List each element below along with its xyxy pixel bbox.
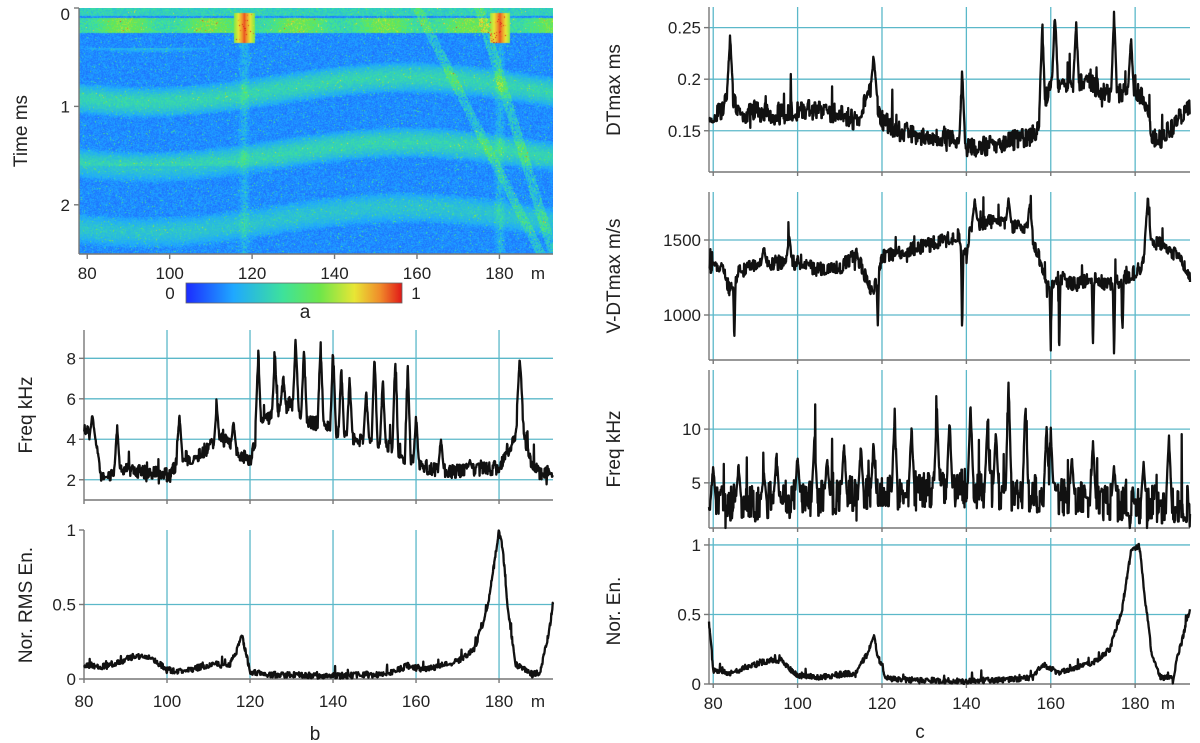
- y-tick-label: 6: [67, 390, 76, 409]
- y-tick-label: 2: [61, 196, 70, 215]
- y-tick-label: 5: [692, 474, 701, 493]
- x-tick-label: 140: [319, 692, 347, 711]
- x-tick-label: 80: [704, 694, 723, 713]
- colorbar: [185, 282, 403, 304]
- x-tick-label: 120: [236, 692, 264, 711]
- y-tick-label: 0: [692, 675, 701, 694]
- y-tick-label: 0.2: [677, 70, 701, 89]
- y-tick-label: 10: [682, 420, 701, 439]
- x-tick-label: 160: [403, 264, 431, 283]
- panel-c-dtmax: 0.15 0.2 0.25 DTmax ms: [604, 7, 1191, 176]
- y-tick-label: 4: [67, 430, 76, 449]
- series-line: [708, 194, 1192, 355]
- panel-label: c: [915, 722, 925, 743]
- y-tick-label: 0.5: [677, 605, 701, 624]
- x-tick-label: 100: [155, 264, 183, 283]
- x-tick-label: 120: [868, 694, 896, 713]
- x-tick-label: 140: [320, 264, 348, 283]
- panel-c-velocity: 1000 1500 V-DTmax m/s: [604, 192, 1192, 364]
- y-axis-label: DTmax ms: [604, 44, 625, 136]
- x-tick-label: 120: [238, 264, 266, 283]
- x-tick-label: 140: [952, 694, 980, 713]
- panel-b-freq: 2 4 6 8 Freq kHz: [16, 330, 554, 504]
- panel-label: b: [310, 724, 321, 743]
- series-line: [707, 542, 1192, 686]
- x-tick-label: 180: [485, 692, 513, 711]
- y-tick-label: 1: [692, 536, 701, 555]
- x-tick-label: 160: [402, 692, 430, 711]
- x-tick-label: 180: [1121, 694, 1149, 713]
- y-tick-label: 1: [67, 521, 76, 540]
- y-tick-label: 0.5: [52, 596, 76, 615]
- x-axis-unit: m: [531, 692, 545, 711]
- series-line: [707, 381, 1192, 530]
- y-tick-label: 2: [67, 471, 76, 490]
- heatmap-raster: [79, 8, 553, 254]
- x-tick-label: 100: [153, 692, 181, 711]
- x-tick-label: 80: [75, 692, 94, 711]
- y-axis-label: Nor. En.: [604, 577, 625, 646]
- y-axis-label: Freq kHz: [16, 376, 37, 453]
- y-axis-label: V-DTmax m/s: [604, 218, 625, 333]
- series-line: [83, 338, 554, 486]
- colorbar-max-label: 1: [411, 284, 420, 303]
- panel-c-freq: 5 10 Freq kHz: [604, 370, 1192, 532]
- y-tick-label: 1: [61, 97, 70, 116]
- y-tick-label: 1500: [663, 231, 701, 250]
- y-axis-label: Nor. RMS En.: [16, 547, 37, 663]
- colorbar-min-label: 0: [165, 284, 174, 303]
- y-axis-label: Time ms: [11, 95, 32, 167]
- panel-label: a: [300, 302, 311, 323]
- y-tick-label: 8: [67, 349, 76, 368]
- series-line: [83, 529, 555, 680]
- x-tick-label: 160: [1037, 694, 1065, 713]
- y-tick-label: 0: [61, 5, 70, 24]
- y-tick-label: 1000: [663, 306, 701, 325]
- x-axis-unit: m: [531, 264, 545, 283]
- y-tick-label: 0.15: [668, 122, 701, 141]
- panel-a: 0 1 2 80 100 120 140 160 180 m Time ms 0 1 a: [11, 5, 553, 323]
- y-axis-label: Freq kHz: [604, 410, 625, 487]
- x-tick-label: 180: [485, 264, 513, 283]
- x-axis-unit: m: [1161, 694, 1175, 713]
- x-tick-label: 80: [78, 264, 97, 283]
- y-tick-label: 0: [67, 670, 76, 689]
- x-tick-label: 100: [783, 694, 811, 713]
- y-tick-label: 0.25: [668, 19, 701, 38]
- series-line: [708, 10, 1191, 158]
